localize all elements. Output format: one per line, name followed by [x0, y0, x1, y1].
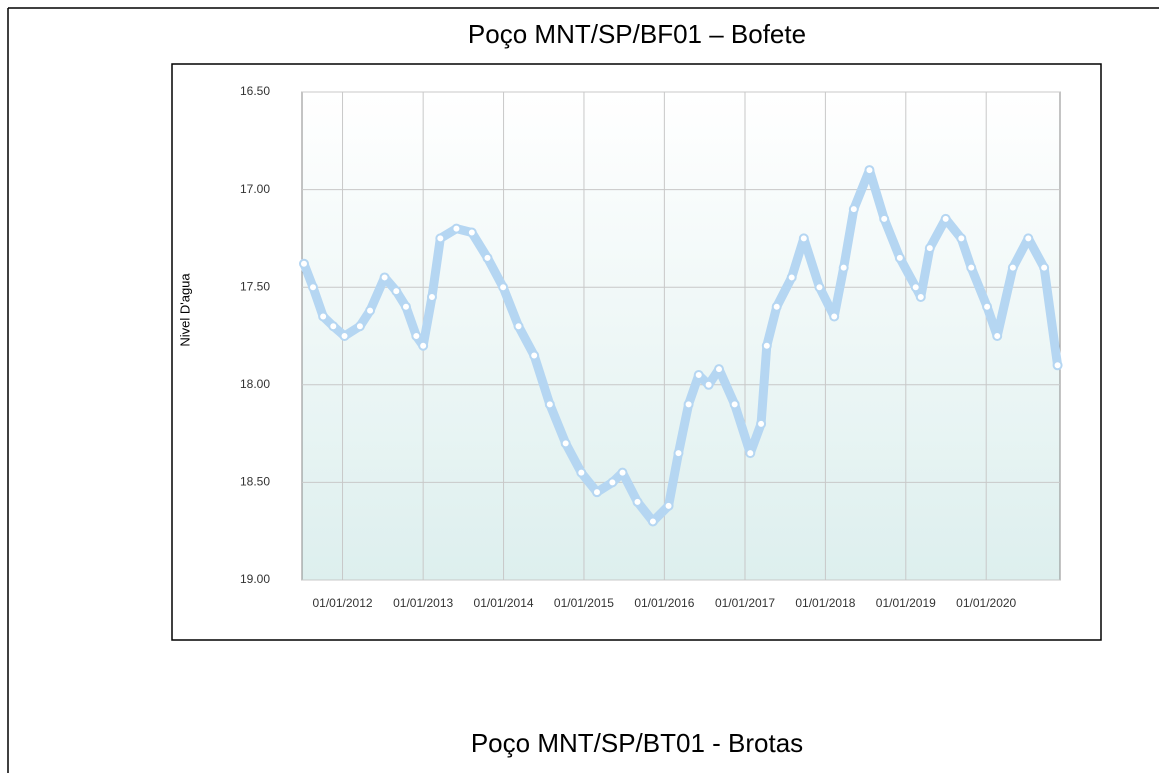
chart-title: Poço MNT/SP/BF01 – Bofete: [468, 19, 806, 49]
data-point: [607, 477, 618, 488]
data-point: [544, 399, 555, 410]
data-point: [318, 311, 329, 322]
data-point: [391, 286, 402, 297]
data-point: [1007, 262, 1018, 273]
data-point: [910, 282, 921, 293]
data-point: [956, 233, 967, 244]
data-point: [966, 262, 977, 273]
data-point: [894, 252, 905, 263]
next-chart-title: Poço MNT/SP/BT01 - Brotas: [471, 728, 803, 758]
data-point: [513, 321, 524, 332]
x-tick-label: 01/01/2019: [876, 596, 936, 610]
data-point: [814, 282, 825, 293]
data-point: [451, 223, 462, 234]
data-point: [864, 165, 875, 176]
y-tick-label: 17.50: [240, 279, 270, 293]
data-point: [426, 291, 437, 302]
data-point: [1039, 262, 1050, 273]
data-point: [745, 448, 756, 459]
data-point: [771, 301, 782, 312]
x-tick-label: 01/01/2013: [393, 596, 453, 610]
y-tick-label: 17.00: [240, 182, 270, 196]
data-point: [632, 496, 643, 507]
data-point: [940, 213, 951, 224]
data-point: [924, 243, 935, 254]
data-point: [915, 291, 926, 302]
x-tick-label: 01/01/2014: [474, 596, 534, 610]
data-point: [647, 516, 658, 527]
data-point: [418, 340, 429, 351]
data-point: [354, 321, 365, 332]
data-point: [703, 379, 714, 390]
y-tick-label: 18.50: [240, 475, 270, 489]
data-point: [617, 467, 628, 478]
x-tick-label: 01/01/2017: [715, 596, 775, 610]
data-point: [786, 272, 797, 283]
data-point: [339, 331, 350, 341]
data-point: [482, 252, 493, 263]
x-tick-label: 01/01/2015: [554, 596, 614, 610]
data-point: [848, 204, 859, 215]
data-point: [729, 399, 740, 410]
y-tick-label: 18.00: [240, 377, 270, 391]
x-tick-label: 01/01/2016: [634, 596, 694, 610]
data-point: [298, 258, 309, 269]
data-point: [693, 370, 704, 381]
data-point: [400, 301, 411, 312]
data-point: [435, 233, 446, 244]
x-tick-label: 01/01/2012: [313, 596, 373, 610]
data-point: [379, 272, 390, 283]
data-point: [466, 227, 477, 238]
data-point: [879, 213, 890, 224]
data-point: [1023, 233, 1034, 244]
data-point: [756, 418, 767, 429]
data-point: [328, 321, 339, 332]
data-point: [498, 282, 509, 293]
data-point: [1052, 360, 1063, 371]
data-point: [992, 331, 1003, 341]
y-tick-label: 19.00: [240, 572, 270, 586]
series-line: [299, 165, 1063, 526]
data-point: [761, 340, 772, 351]
data-point: [829, 311, 840, 322]
data-point: [308, 282, 319, 293]
data-point: [798, 233, 809, 244]
data-point: [591, 487, 602, 498]
data-point: [365, 305, 376, 316]
y-tick-label: 16.50: [240, 84, 270, 98]
x-tick-label: 01/01/2018: [795, 596, 855, 610]
data-point: [673, 448, 684, 459]
data-point: [713, 364, 724, 375]
data-point: [576, 467, 587, 478]
data-point: [838, 262, 849, 273]
data-point: [683, 399, 694, 410]
data-point: [529, 350, 540, 361]
data-point: [411, 331, 422, 341]
data-point: [982, 301, 993, 312]
y-axis-label: Nivel D'agua: [177, 273, 192, 347]
x-tick-label: 01/01/2020: [956, 596, 1016, 610]
data-point: [663, 500, 674, 511]
plot: 16.50 17.00 17.50 18.00 18.50 19.00 01/01/2012…: [240, 84, 1063, 610]
data-point: [560, 438, 571, 449]
